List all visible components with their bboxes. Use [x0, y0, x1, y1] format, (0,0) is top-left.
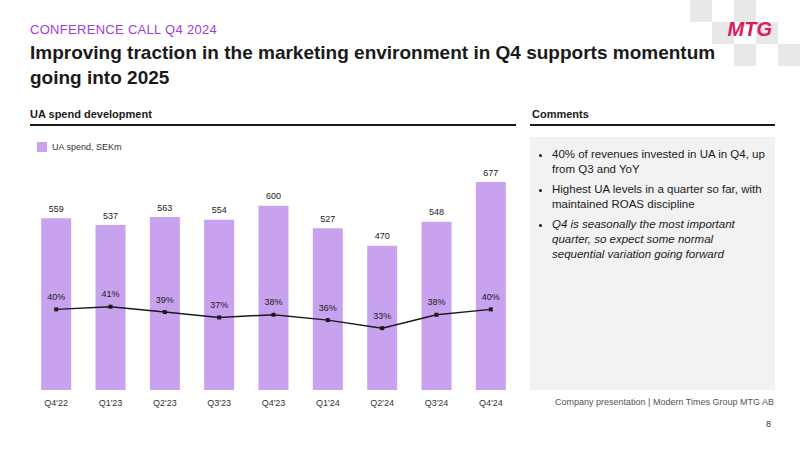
svg-text:537: 537 [103, 211, 118, 221]
html-text:Company presentation | Modern: Company presentation | Modern Times Grou… [555, 397, 774, 407]
svg-text:Q1'23: Q1'23 [99, 398, 123, 408]
html-text:Improving traction in the mark: Improving traction in the marketing envi… [30, 42, 716, 88]
html-text:40% of revenues invested in UA: 40% of revenues invested in UA in Q4, up… [552, 148, 765, 175]
svg-text:38%: 38% [427, 297, 445, 307]
svg-text:Q3'23: Q3'23 [207, 398, 231, 408]
svg-text:470: 470 [375, 231, 390, 241]
html-text:8: 8 [766, 419, 771, 429]
svg-text:Q2'23: Q2'23 [153, 398, 177, 408]
html-text:CONFERENCE CALL Q4 2024: CONFERENCE CALL Q4 2024 [30, 22, 217, 37]
svg-text:37%: 37% [210, 300, 228, 310]
svg-text:39%: 39% [156, 295, 174, 305]
svg-text:Q1'24: Q1'24 [316, 398, 340, 408]
svg-text:UA spend, SEKm: UA spend, SEKm [52, 142, 122, 152]
svg-text:41%: 41% [101, 289, 119, 299]
svg-text:527: 527 [320, 214, 335, 224]
svg-text:563: 563 [157, 203, 172, 213]
svg-text:554: 554 [212, 205, 227, 215]
svg-text:40%: 40% [482, 292, 500, 302]
html-text:MTG: MTG [727, 18, 772, 40]
svg-text:40%: 40% [47, 292, 65, 302]
svg-text:33%: 33% [373, 311, 391, 321]
html-text:Highest UA levels in a quarter: Highest UA levels in a quarter so far, w… [552, 183, 762, 210]
svg-text:548: 548 [429, 207, 444, 217]
svg-text:677: 677 [483, 168, 498, 178]
svg-text:Q4'22: Q4'22 [44, 398, 68, 408]
svg-text:38%: 38% [264, 297, 282, 307]
svg-text:Q4'24: Q4'24 [479, 398, 503, 408]
svg-text:559: 559 [49, 204, 64, 214]
html-text:Q4 is seasonally the most impo: Q4 is seasonally the most important quar… [552, 218, 735, 260]
html-text:UA spend development: UA spend development [30, 108, 152, 120]
svg-text:Q4'23: Q4'23 [262, 398, 286, 408]
svg-text:Q2'24: Q2'24 [370, 398, 394, 408]
svg-text:36%: 36% [319, 303, 337, 313]
html-text:Comments: Comments [532, 108, 589, 120]
svg-text:Q3'24: Q3'24 [425, 398, 449, 408]
svg-text:600: 600 [266, 191, 281, 201]
